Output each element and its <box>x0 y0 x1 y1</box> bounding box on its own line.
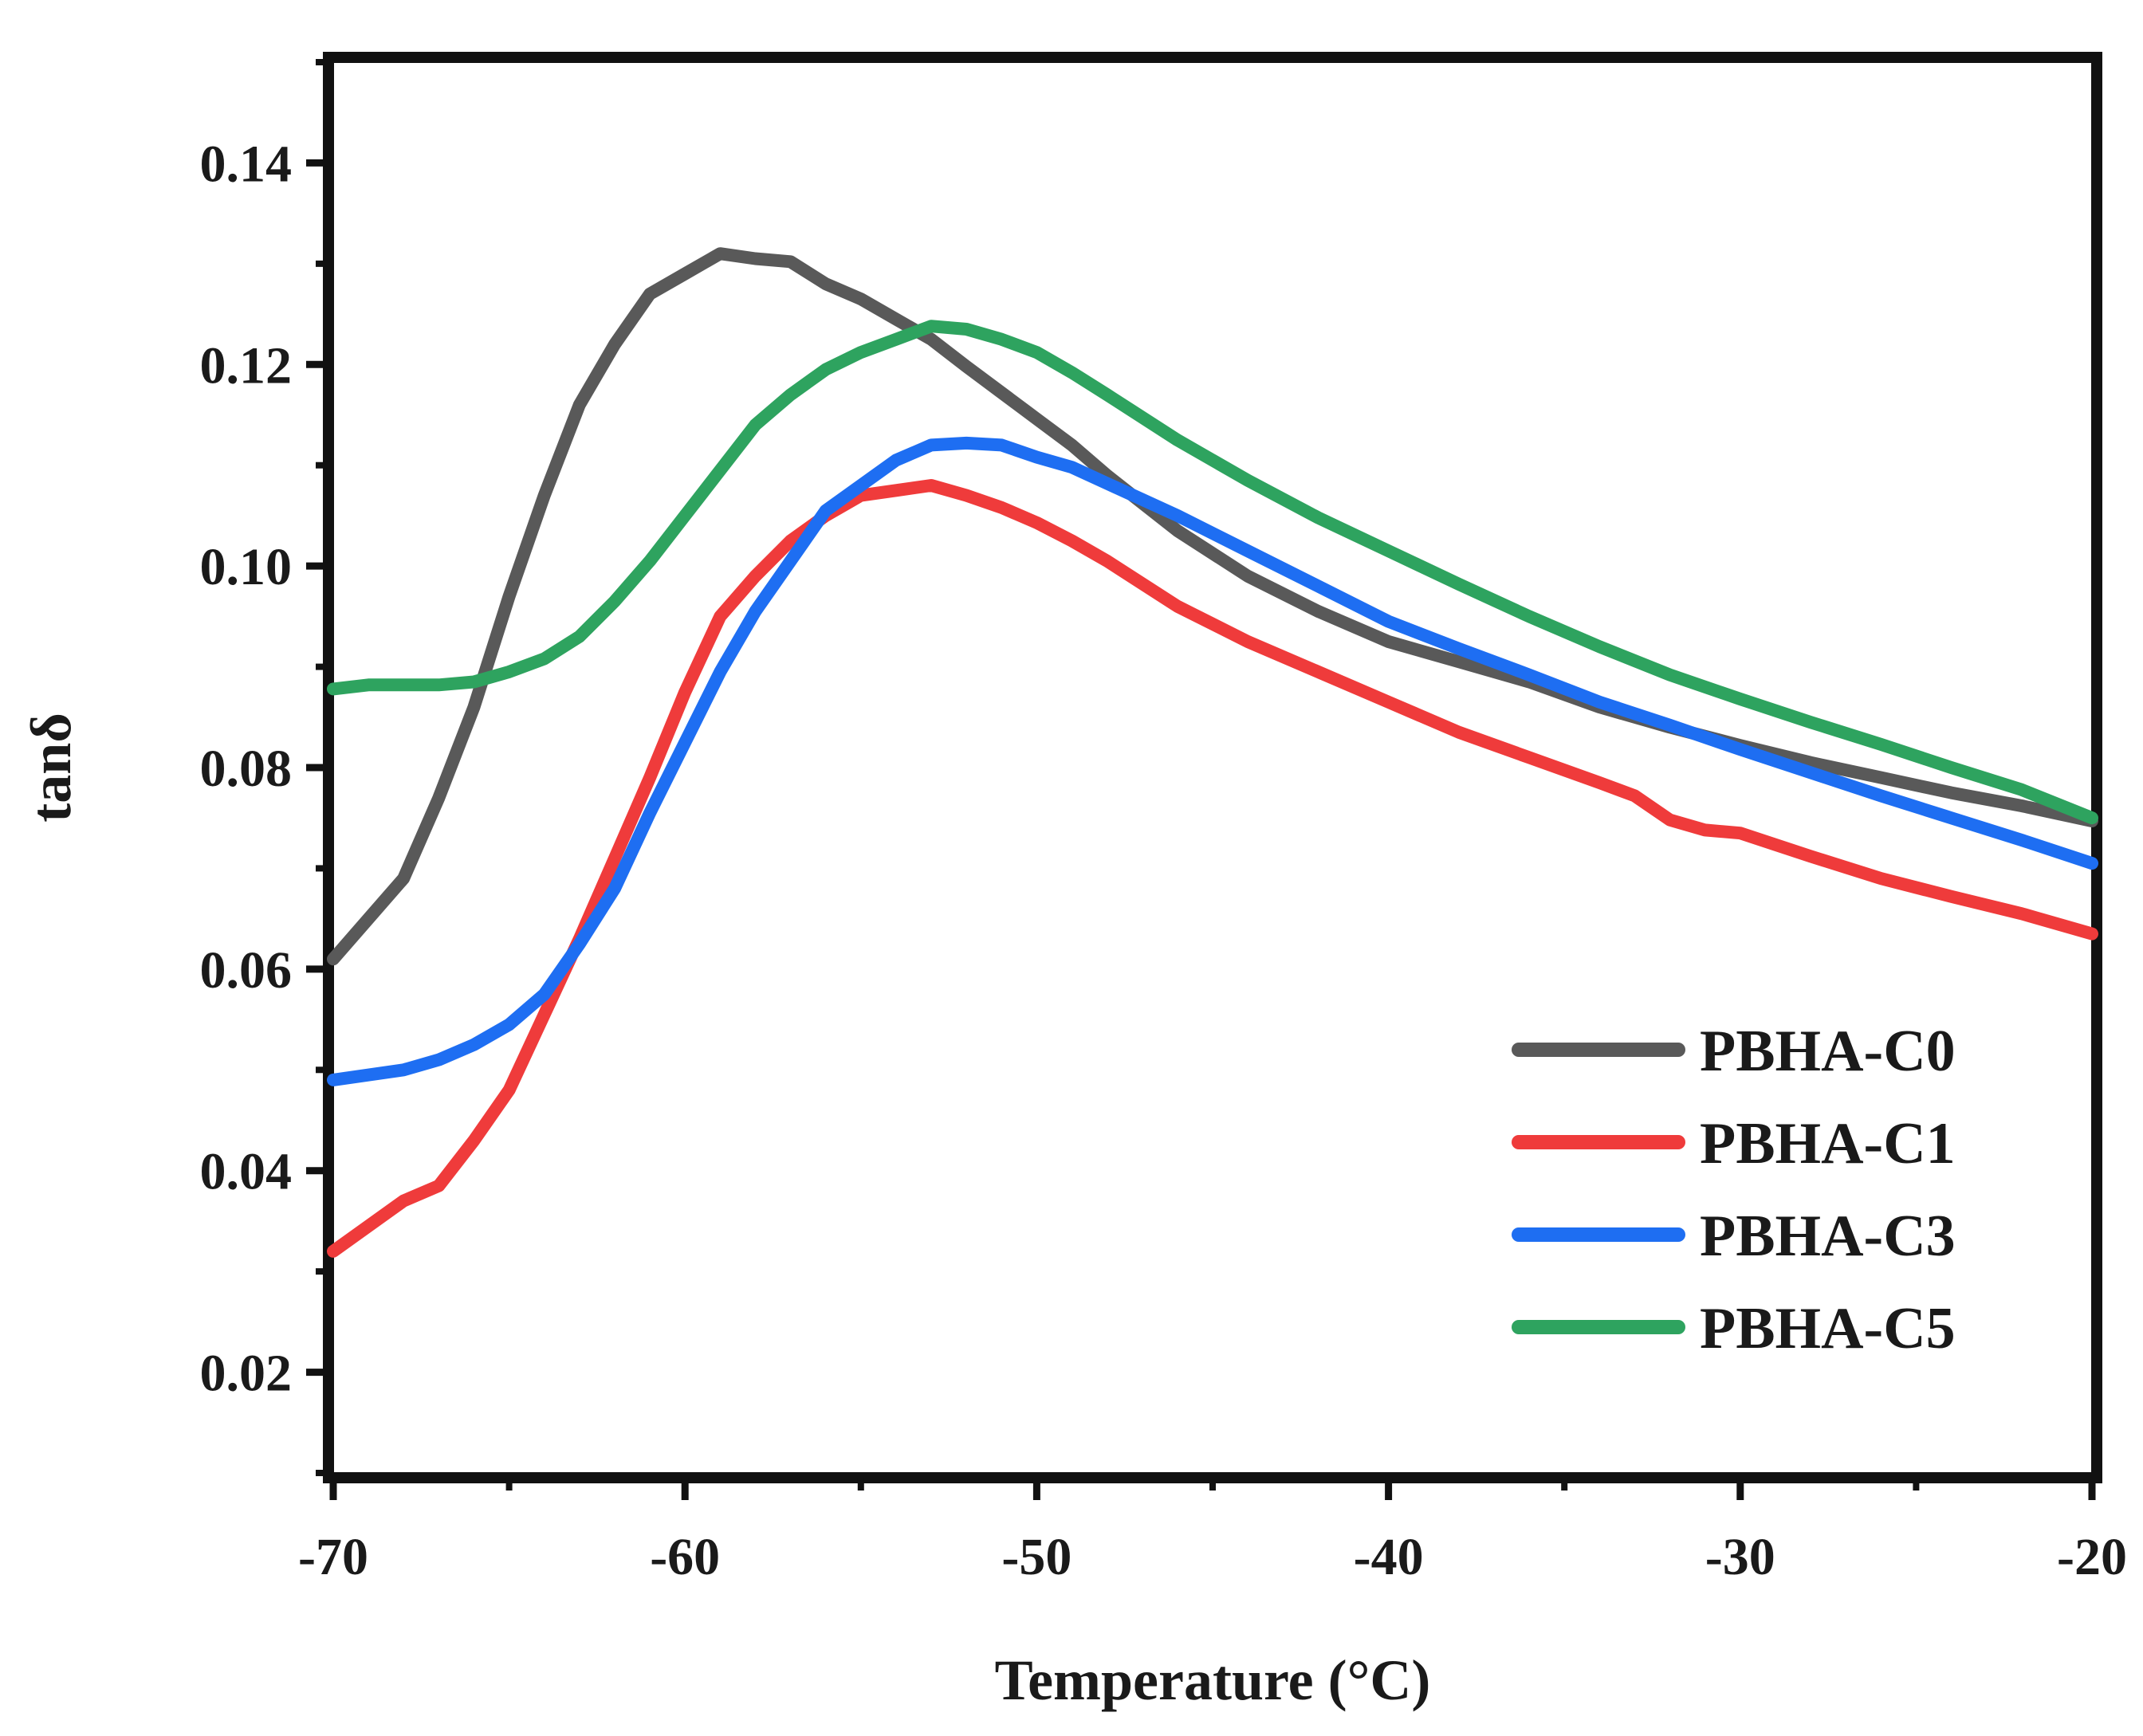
x-tick-label: -70 <box>298 1528 368 1586</box>
y-axis-title: tanδ <box>19 713 83 822</box>
x-tick-label: -50 <box>1001 1528 1072 1586</box>
y-tick-label: 0.14 <box>200 135 293 193</box>
y-axis-ticks: 0.02 0.04 0.06 0.08 0.10 0.12 0.14 <box>200 59 328 1476</box>
legend-label-pbha-c1: PBHA-C1 <box>1700 1111 1956 1176</box>
y-tick-label: 0.08 <box>200 740 293 798</box>
series-line-pbha-c3 <box>327 436 2098 1086</box>
y-tick-label: 0.10 <box>200 538 293 596</box>
y-tick-label: 0.02 <box>200 1345 293 1403</box>
legend-label-pbha-c3: PBHA-C3 <box>1700 1204 1956 1269</box>
y-tick-label: 0.04 <box>200 1143 293 1201</box>
legend-label-pbha-c0: PBHA-C0 <box>1700 1019 1956 1084</box>
y-tick-label: 0.06 <box>200 941 293 1000</box>
x-axis-ticks: -70 -60 -50 -40 -30 -20 <box>298 1478 2127 1586</box>
series-line-pbha-c5 <box>327 320 2098 825</box>
legend-label-pbha-c5: PBHA-C5 <box>1700 1296 1956 1361</box>
series-layer <box>327 247 2098 1258</box>
x-tick-label: -20 <box>2057 1528 2127 1586</box>
x-tick-label: -40 <box>1354 1528 1424 1586</box>
x-tick-label: -30 <box>1705 1528 1775 1586</box>
y-tick-label: 0.12 <box>200 336 293 395</box>
series-line-pbha-c0 <box>327 247 2098 966</box>
x-tick-label: -60 <box>650 1528 720 1586</box>
legend: PBHA-C0 PBHA-C1 PBHA-C3 PBHA-C5 <box>1512 1019 1956 1361</box>
x-axis-title: Temperature (°C) <box>995 1648 1431 1712</box>
